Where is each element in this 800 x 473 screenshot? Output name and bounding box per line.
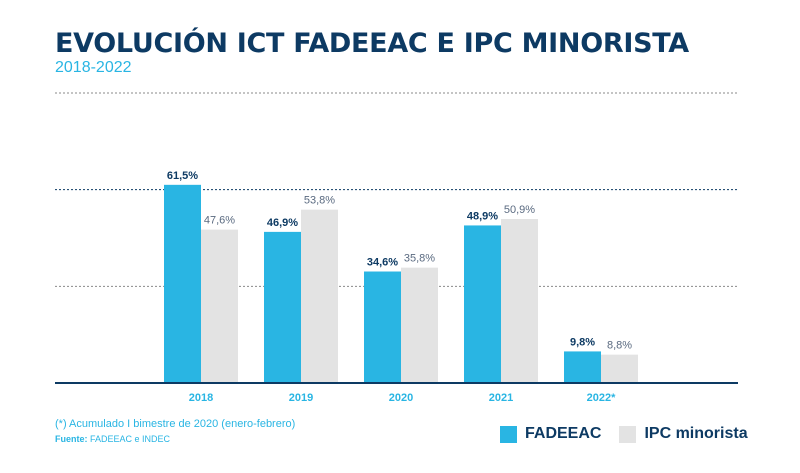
legend-label-ipc: IPC minorista bbox=[644, 425, 748, 442]
bar-fadeeac bbox=[564, 351, 601, 383]
bar-fadeeac bbox=[364, 271, 401, 383]
data-label: 61,5% bbox=[167, 170, 198, 182]
bar-fadeeac bbox=[464, 225, 501, 383]
source-line: Fuente: FADEEAC e INDEC bbox=[55, 434, 170, 444]
x-tick-label: 2021 bbox=[489, 392, 513, 404]
source-text: FADEEAC e INDEC bbox=[90, 434, 171, 444]
data-label: 35,8% bbox=[404, 253, 435, 265]
data-label: 50,9% bbox=[504, 204, 535, 216]
data-label: 9,8% bbox=[570, 336, 595, 348]
x-tick-label: 2022* bbox=[587, 392, 616, 404]
data-label: 8,8% bbox=[607, 340, 632, 352]
bar-fadeeac bbox=[164, 184, 201, 383]
legend-swatch-fadeeac bbox=[500, 425, 517, 443]
chart-title: EVOLUCIÓN ICT FADEEAC E IPC MINORISTA bbox=[55, 28, 689, 59]
bar-fadeeac bbox=[264, 231, 301, 383]
x-tick-label: 2019 bbox=[289, 392, 313, 404]
bar-ipc bbox=[501, 218, 538, 383]
legend: FADEEAC IPC minorista bbox=[500, 425, 748, 443]
data-label: 46,9% bbox=[267, 217, 298, 229]
bar-ipc bbox=[401, 267, 438, 383]
bar-ipc bbox=[201, 229, 238, 383]
chart-subtitle: 2018-2022 bbox=[55, 59, 132, 76]
data-label: 53,8% bbox=[304, 195, 335, 207]
bar-ipc bbox=[301, 209, 338, 383]
source-label: Fuente: bbox=[55, 434, 88, 444]
data-label: 34,6% bbox=[367, 257, 398, 269]
x-tick-label: 2020 bbox=[389, 392, 413, 404]
legend-swatch-ipc bbox=[619, 425, 637, 443]
legend-label-fadeeac: FADEEAC bbox=[525, 425, 602, 442]
data-label: 48,9% bbox=[467, 210, 498, 222]
data-label: 47,6% bbox=[204, 215, 235, 227]
footnote: (*) Acumulado I bimestre de 2020 (enero-… bbox=[55, 418, 296, 430]
x-tick-label: 2018 bbox=[189, 392, 213, 404]
bar-ipc bbox=[601, 354, 638, 383]
